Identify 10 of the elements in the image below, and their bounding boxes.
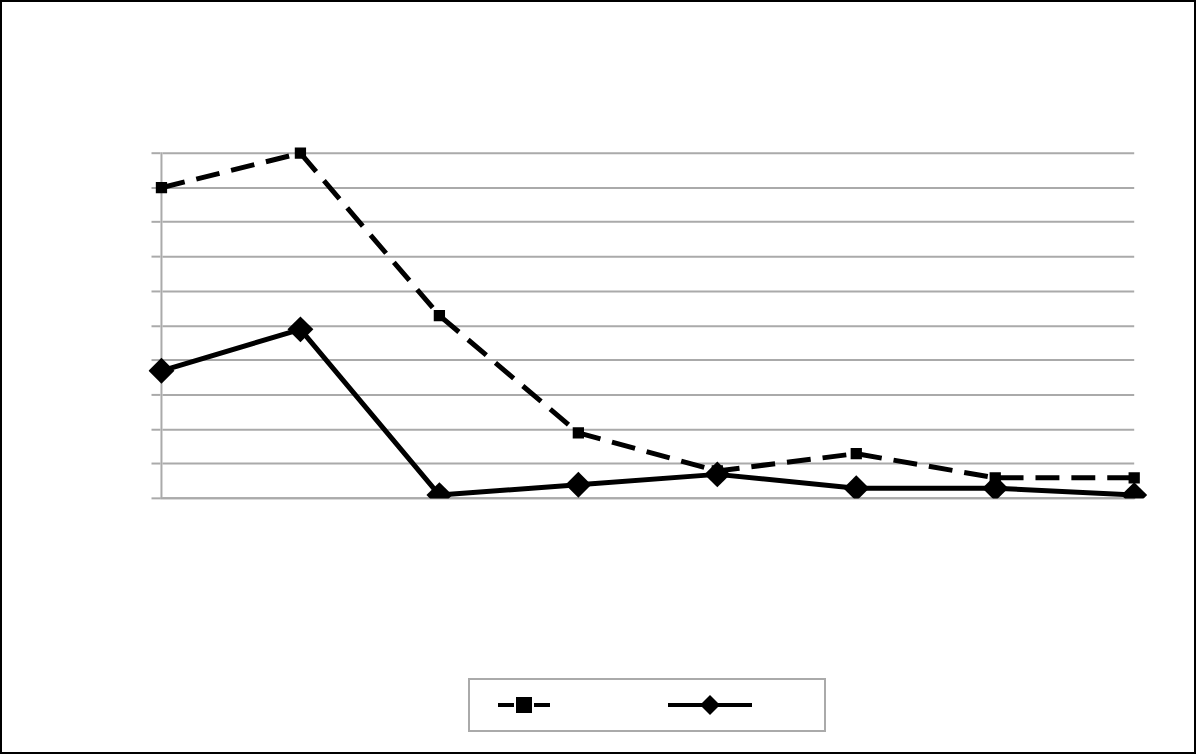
point (287, 316, 314, 343)
point (294, 147, 307, 159)
point (433, 309, 446, 322)
point (1128, 472, 1140, 484)
point (572, 427, 584, 439)
point (565, 471, 592, 498)
point (843, 475, 870, 499)
point (850, 448, 862, 460)
point (155, 182, 168, 194)
point (148, 357, 175, 384)
